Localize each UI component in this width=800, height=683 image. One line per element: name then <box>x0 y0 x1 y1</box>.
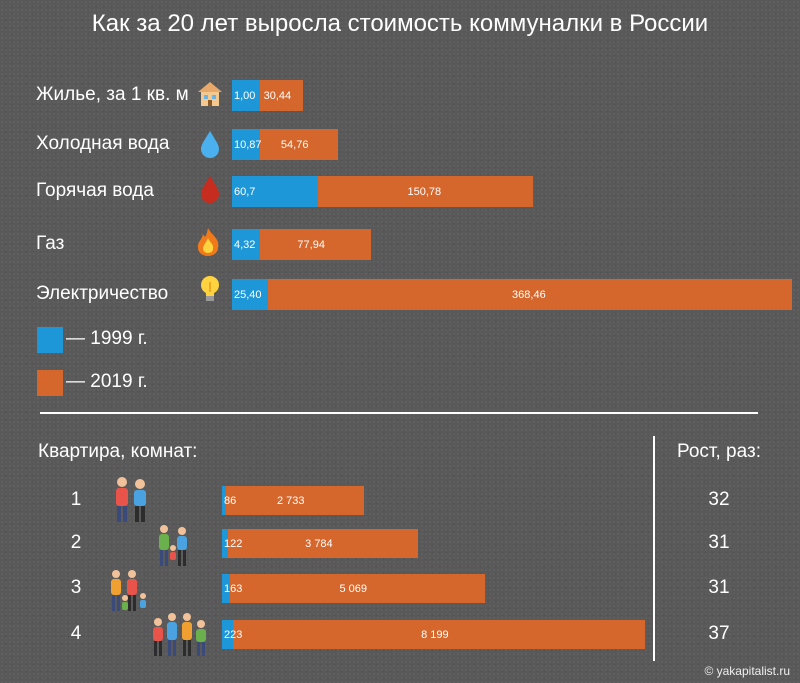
bar-2019 <box>228 529 419 558</box>
value-label-2019: 150,78 <box>407 186 442 198</box>
value-label-1999: 60,7 <box>234 186 256 198</box>
source-credit: © yakapitalist.ru <box>704 664 790 678</box>
value-label-2019: 30,44 <box>263 90 292 102</box>
section-divider <box>40 412 758 414</box>
category-label: Электричество <box>36 283 169 304</box>
bar-1999 <box>222 529 229 558</box>
value-label-1999: 163 <box>224 583 243 595</box>
family-with-children-icon <box>111 570 146 611</box>
room-count-label: 4 <box>70 623 82 644</box>
value-label-2019: 8 199 <box>421 629 449 641</box>
value-label-1999: 10,87 <box>234 139 262 151</box>
family-with-child-icon <box>159 525 187 566</box>
room-count-label: 2 <box>70 532 82 553</box>
growth-value: 37 <box>708 623 730 644</box>
flame-icon <box>197 228 219 256</box>
large-family-icon <box>153 613 206 656</box>
bar-1999 <box>232 176 319 207</box>
hot-water-drop-icon <box>201 176 219 203</box>
bar-2019 <box>226 486 364 515</box>
bar-2019 <box>318 176 533 207</box>
value-label-1999: 1,00 <box>234 90 256 102</box>
growth-header: Рост, раз: <box>677 441 761 462</box>
value-label-1999: 25,40 <box>234 289 262 301</box>
family-couple-icon <box>116 477 146 522</box>
category-label: Газ <box>36 233 65 254</box>
value-label-2019: 368,46 <box>512 289 546 301</box>
bar-2019 <box>268 279 792 310</box>
bar-1999 <box>232 229 260 260</box>
growth-value: 31 <box>708 532 730 553</box>
growth-value: 32 <box>708 489 730 510</box>
bar-2019 <box>260 80 304 111</box>
bar-2019 <box>260 229 371 260</box>
category-label: Горячая вода <box>36 180 154 201</box>
room-count-label: 3 <box>70 577 82 598</box>
bar-2019 <box>233 620 645 649</box>
bar-1999 <box>222 574 231 603</box>
growth-column-divider <box>653 436 655 661</box>
legend-swatch-2019 <box>37 370 63 396</box>
bar-1999 <box>232 129 260 160</box>
bar-2019 <box>260 129 338 160</box>
value-label-2019: 54,76 <box>280 139 309 151</box>
bar-1999 <box>232 80 260 111</box>
legend-label-2019: — 2019 г. <box>66 371 148 392</box>
category-label: Жилье, за 1 кв. м <box>36 84 189 105</box>
chart-title: Как за 20 лет выросла стоимость коммунал… <box>91 10 709 37</box>
legend-swatch-1999 <box>37 327 63 353</box>
value-label-2019: 2 733 <box>276 495 305 507</box>
value-label-1999: 86 <box>224 495 237 507</box>
bar-1999 <box>222 620 234 649</box>
legend-label-1999: — 1999 г. <box>66 328 148 349</box>
bar-1999 <box>232 279 269 310</box>
water-drop-icon <box>201 131 219 158</box>
value-label-1999: 122 <box>224 538 243 550</box>
house-icon <box>198 82 222 106</box>
bar-1999 <box>222 486 227 515</box>
bar-2019 <box>230 574 485 603</box>
value-label-2019: 3 784 <box>305 538 333 550</box>
value-label-2019: 5 069 <box>339 583 367 595</box>
room-count-label: 1 <box>70 489 82 510</box>
growth-value: 31 <box>708 577 730 598</box>
apartment-rooms-header: Квартира, комнат: <box>38 441 198 462</box>
value-label-2019: 77,94 <box>297 239 325 251</box>
category-label: Холодная вода <box>36 133 170 154</box>
light-bulb-icon <box>201 276 219 301</box>
value-label-1999: 223 <box>224 629 243 641</box>
value-label-1999: 4,32 <box>234 239 256 251</box>
